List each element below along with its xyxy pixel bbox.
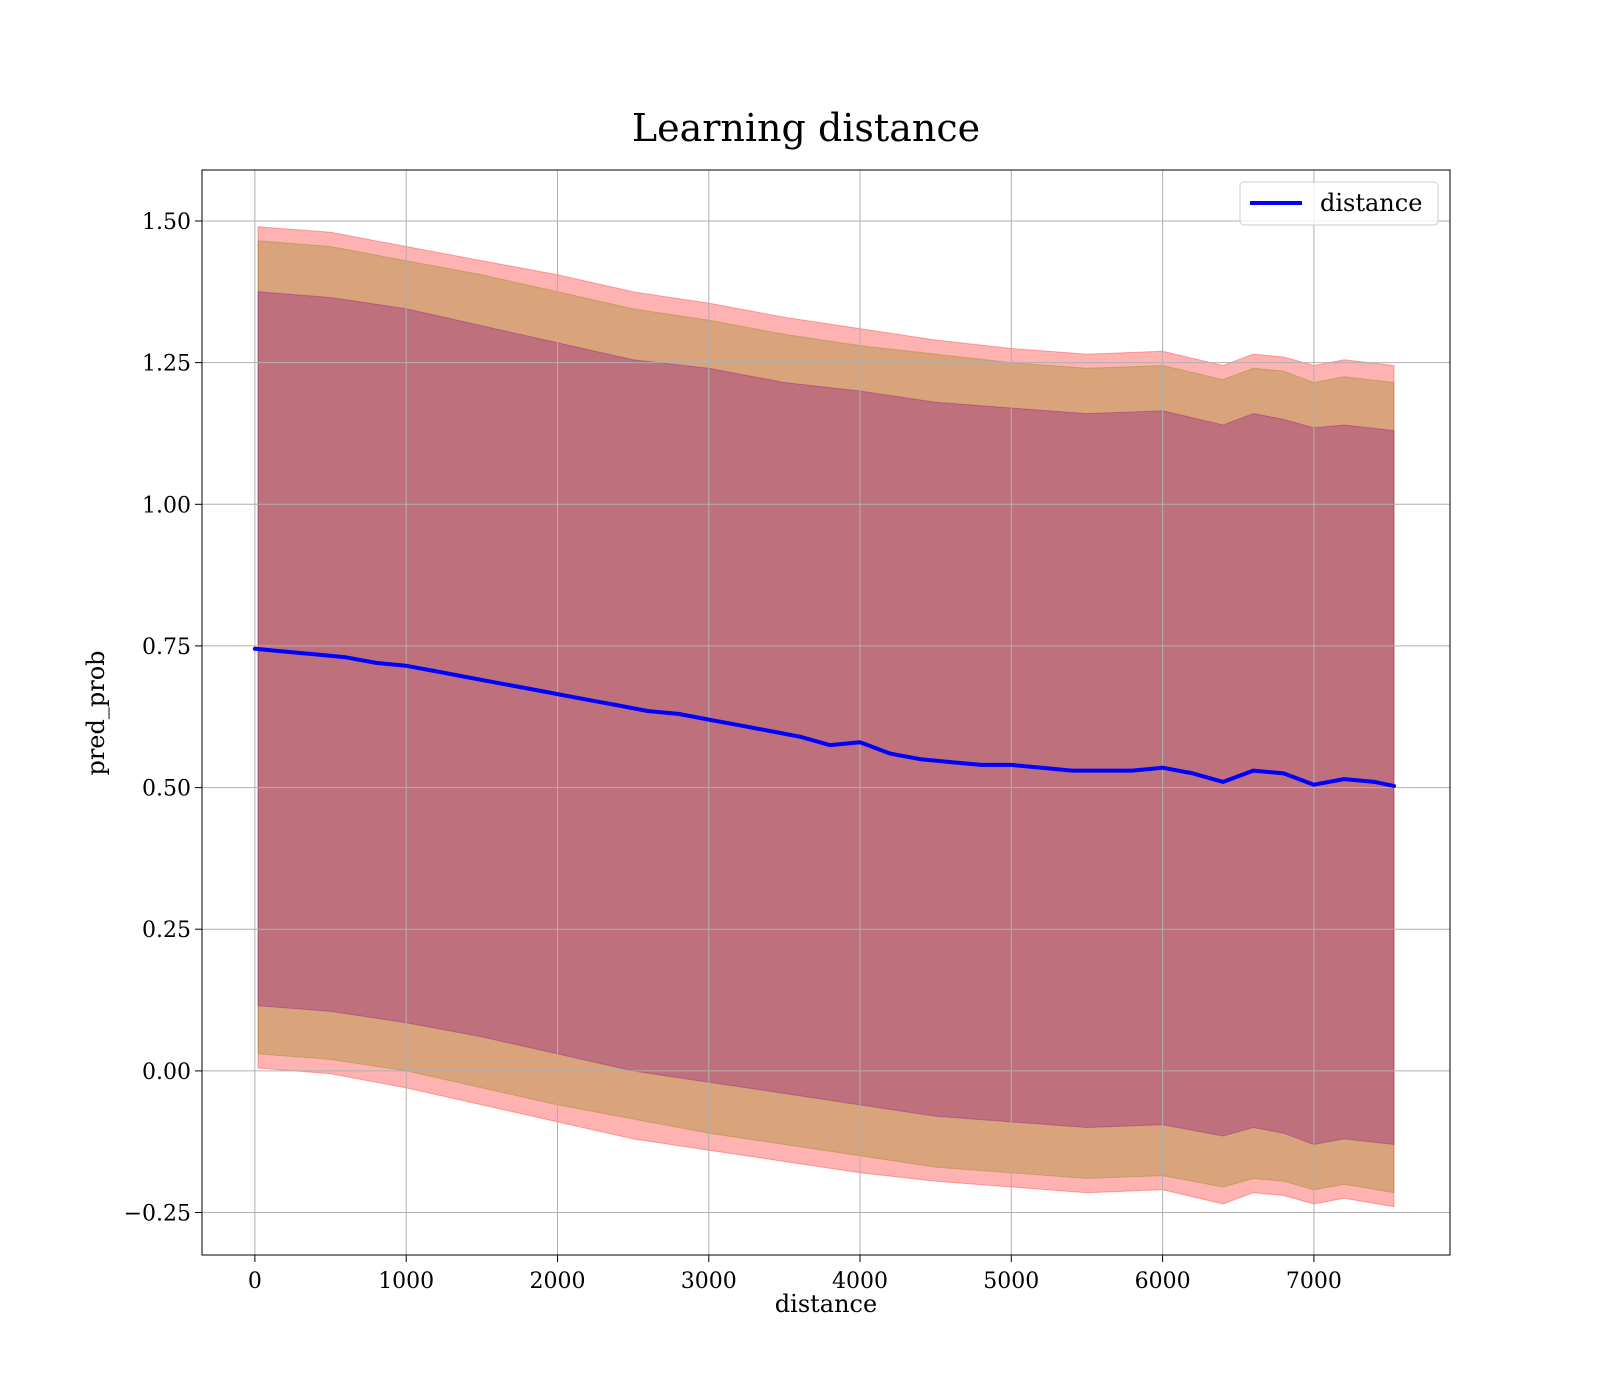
y-tick-label: 0.25 xyxy=(142,918,191,943)
x-tick-label: 2000 xyxy=(530,1269,586,1294)
x-tick-label: 4000 xyxy=(832,1269,888,1294)
y-tick-label: 0.00 xyxy=(142,1060,191,1085)
x-tick-label: 3000 xyxy=(681,1269,737,1294)
y-tick-label: 1.50 xyxy=(142,210,191,235)
series-line-0 xyxy=(252,646,1396,788)
x-tick-label: 7000 xyxy=(1286,1269,1342,1294)
x-axis-label: distance xyxy=(775,1290,877,1318)
chart-title: Learning distance xyxy=(632,106,980,150)
legend-label-distance: distance xyxy=(1320,189,1422,217)
grid xyxy=(202,170,1450,1255)
band-1 xyxy=(257,240,1395,1194)
y-tick-label: 1.25 xyxy=(142,352,191,377)
y-tick-label: 0.75 xyxy=(142,635,191,660)
x-tick-label: 6000 xyxy=(1135,1269,1191,1294)
confidence-bands xyxy=(257,226,1395,1208)
y-tick-label: 0.50 xyxy=(142,777,191,802)
band-0 xyxy=(257,226,1395,1208)
band-2 xyxy=(257,291,1395,1146)
y-axis-label: pred_prob xyxy=(82,650,110,775)
legend: distance xyxy=(1239,181,1439,226)
y-tick-label: −0.25 xyxy=(124,1202,191,1227)
x-tick-label: 5000 xyxy=(983,1269,1039,1294)
legend-box xyxy=(1239,181,1439,226)
y-tick-label: 1.00 xyxy=(142,493,191,518)
x-tick-label: 0 xyxy=(248,1269,262,1294)
x-tick-label: 1000 xyxy=(378,1269,434,1294)
axis-ticks: 0 1000 2000 3000 4000 5000 6000 7000 −0.25 0.00 0.… xyxy=(124,210,1342,1294)
plot-frame xyxy=(201,169,1451,1256)
series-lines xyxy=(252,646,1396,788)
